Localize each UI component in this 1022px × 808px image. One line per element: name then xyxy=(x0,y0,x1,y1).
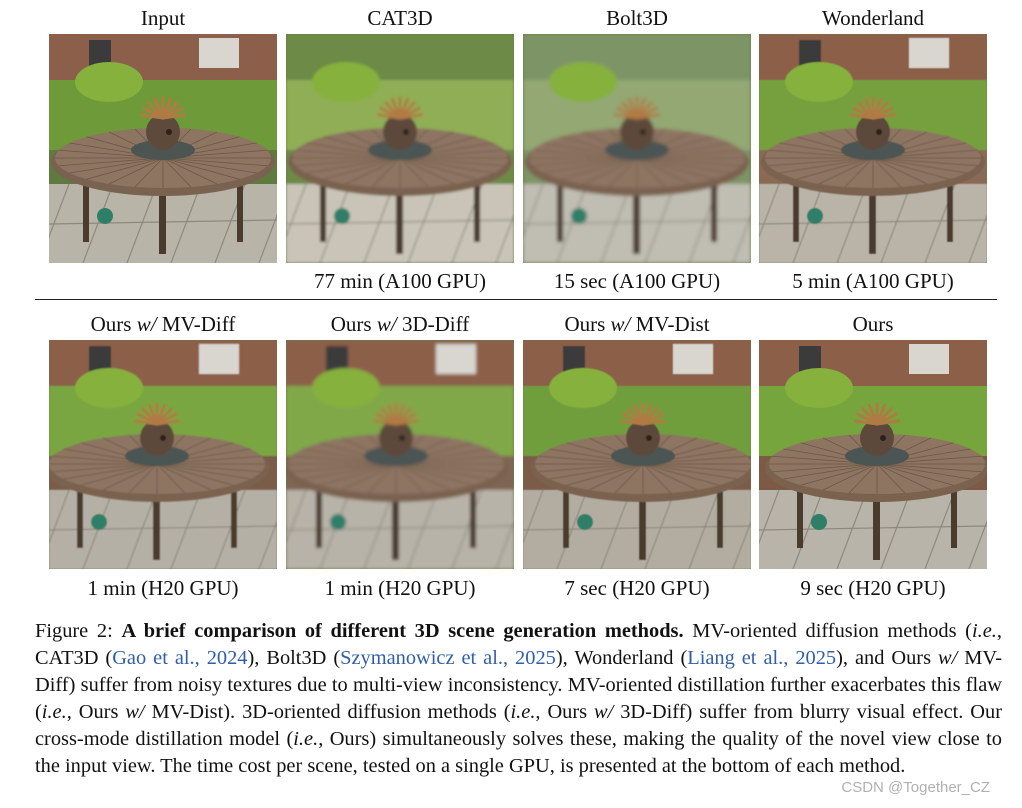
scene-image-ours-mv-diff xyxy=(49,340,277,569)
column-title-ours: Ours xyxy=(852,312,894,336)
citation-gao[interactable]: Gao et al., 2024 xyxy=(112,647,248,669)
column-title-cat3d: CAT3D xyxy=(367,6,433,30)
scene-image-input xyxy=(49,34,277,263)
timing-ours-mv-diff: 1 min (H20 GPU) xyxy=(87,576,239,600)
column-title-input: Input xyxy=(140,6,186,30)
caption-label: Figure 2: xyxy=(35,620,113,642)
citation-liang[interactable]: Liang et al., 2025 xyxy=(687,647,837,669)
scene-image-cat3d xyxy=(286,34,514,263)
scene-image-bolt3d xyxy=(523,34,751,263)
timing-wonderland: 5 min (A100 GPU) xyxy=(792,269,954,293)
row-divider xyxy=(35,299,997,300)
scene-image-wonderland xyxy=(759,34,987,263)
timing-cat3d: 77 min (A100 GPU) xyxy=(313,269,487,293)
scene-image-ours-3d-diff xyxy=(286,340,514,569)
column-title-ours-3d-diff: Ours w/ 3D-Diff xyxy=(330,312,470,336)
scene-image-ours xyxy=(759,340,987,569)
column-title-wonderland: Wonderland xyxy=(821,6,925,30)
watermark: CSDN @Together_CZ xyxy=(841,779,990,796)
timing-ours-mv-dist: 7 sec (H20 GPU) xyxy=(564,576,710,600)
timing-bolt3d: 15 sec (A100 GPU) xyxy=(553,269,721,293)
column-title-ours-mv-dist: Ours w/ MV-Dist xyxy=(564,312,710,336)
column-title-bolt3d: Bolt3D xyxy=(606,6,668,30)
timing-ours: 9 sec (H20 GPU) xyxy=(800,576,946,600)
citation-szymanowicz[interactable]: Szymanowicz et al., 2025 xyxy=(340,647,556,669)
timing-ours-3d-diff: 1 min (H20 GPU) xyxy=(324,576,476,600)
column-title-ours-mv-diff: Ours w/ MV-Diff xyxy=(90,312,236,336)
figure-caption: Figure 2: A brief comparison of differen… xyxy=(35,620,1003,777)
caption-title: A brief comparison of different 3D scene… xyxy=(121,620,684,642)
scene-image-ours-mv-dist xyxy=(523,340,751,569)
